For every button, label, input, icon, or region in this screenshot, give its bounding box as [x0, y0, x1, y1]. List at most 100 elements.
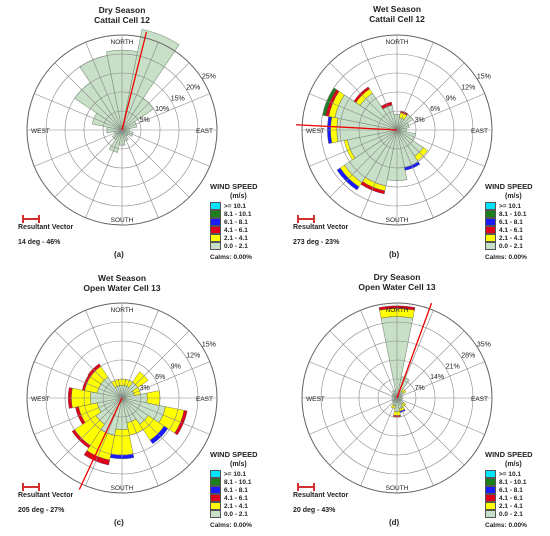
ring-label: 12%: [461, 84, 475, 91]
resultant-vector-line: [121, 31, 148, 131]
legend-swatch: [485, 502, 496, 510]
legend-item: 6.1 - 8.1: [210, 218, 258, 226]
compass-label: WEST: [31, 128, 50, 135]
ring-label: 7%: [415, 385, 425, 392]
compass-label: SOUTH: [111, 217, 134, 224]
legend-item: 2.1 - 4.1: [210, 234, 258, 242]
panel-label: (c): [114, 518, 124, 527]
legend-swatch: [210, 202, 221, 210]
legend-item: 0.0 - 2.1: [210, 510, 258, 518]
grid-spoke: [396, 397, 434, 486]
compass-label: NORTH: [111, 39, 134, 46]
legend-label: 2.1 - 4.1: [224, 502, 248, 510]
ring-label: 14%: [430, 374, 444, 381]
grid-spoke: [360, 397, 398, 486]
legend-item: 2.1 - 4.1: [210, 502, 258, 510]
ring-label: 5%: [140, 117, 150, 124]
legend-item: 4.1 - 6.1: [485, 494, 533, 502]
grid-spoke: [396, 330, 465, 399]
resultant-key: Resultant Vector 273 deg - 23%: [293, 215, 348, 246]
resultant-key-line: [297, 483, 315, 491]
petal-speed-band: [83, 450, 110, 466]
legend-label: 2.1 - 4.1: [224, 234, 248, 242]
legend-label: 6.1 - 8.1: [224, 486, 248, 494]
ring-label: 10%: [155, 106, 169, 113]
legend-swatch: [210, 494, 221, 502]
legend-swatch: [485, 218, 496, 226]
chart-title: Dry Season Cattail Cell 12: [32, 5, 212, 25]
legend-swatch: [485, 478, 496, 486]
legend-item: 2.1 - 4.1: [485, 234, 533, 242]
wind-speed-legend: WIND SPEED (m/s) >= 10.1 8.1 - 10.1 6.1 - 8.…: [210, 182, 258, 261]
ring-label: 9%: [171, 363, 181, 370]
wind-rose-panel-3: Dry Season Open Water Cell 13 7% 14% 21% 28% 3…: [275, 268, 550, 536]
legend-swatch: [485, 234, 496, 242]
ring-label: 12%: [186, 352, 200, 359]
ring-label: 21%: [446, 363, 460, 370]
wind-speed-legend: WIND SPEED (m/s) >= 10.1 8.1 - 10.1 6.1 - 8.…: [485, 450, 533, 529]
compass-label: EAST: [471, 396, 488, 403]
legend-swatch: [210, 510, 221, 518]
grid-spoke: [121, 310, 159, 399]
legend-label: >= 10.1: [499, 470, 522, 478]
grid-spoke: [396, 129, 465, 198]
compass-label: NORTH: [111, 307, 134, 314]
legend-swatch: [210, 234, 221, 242]
legend-swatch: [210, 218, 221, 226]
legend-swatch: [485, 470, 496, 478]
wind-rose-svg: 3% 6% 9% 12%15% NORTH EAST SOUTH WEST: [296, 34, 493, 226]
grid-spoke: [34, 93, 123, 131]
grid-spoke: [396, 129, 485, 167]
legend-swatch: [485, 242, 496, 250]
legend-label: >= 10.1: [499, 202, 522, 210]
legend-swatch: [210, 502, 221, 510]
legend-label: 4.1 - 6.1: [499, 494, 523, 502]
grid-spoke: [396, 129, 434, 218]
legend-label: 6.1 - 8.1: [499, 218, 523, 226]
grid-spoke: [329, 129, 398, 198]
resultant-key: Resultant Vector 20 deg - 43%: [293, 483, 348, 514]
legend-title: WIND SPEED: [210, 182, 258, 191]
legend-label: 4.1 - 6.1: [224, 226, 248, 234]
ring-label: 20%: [186, 84, 200, 91]
chart-title-line: Wet Season: [372, 4, 422, 14]
compass-label: EAST: [196, 128, 213, 135]
chart-title: Dry Season Open Water Cell 13: [307, 272, 487, 292]
ring-label: 6%: [155, 374, 165, 381]
wind-rose-panel-2: Wet Season Open Water Cell 13 3% 6% 9% 12% 15%…: [0, 268, 275, 536]
grid-spoke: [121, 330, 190, 399]
grid-spoke: [329, 62, 398, 131]
legend-item: 4.1 - 6.1: [485, 226, 533, 234]
resultant-value: 205 deg - 27%: [18, 507, 65, 514]
resultant-label: Resultant Vector: [18, 224, 74, 231]
grid-spoke: [121, 129, 210, 167]
ring-label: 3%: [415, 117, 425, 124]
ring-label: 28%: [461, 352, 475, 359]
legend-label: 4.1 - 6.1: [499, 226, 523, 234]
legend-item: 6.1 - 8.1: [485, 486, 533, 494]
ring-label: 15%: [202, 342, 216, 349]
grid-spoke: [34, 129, 123, 167]
ring-label: 9%: [446, 95, 456, 102]
wind-rose-svg: 3% 6% 9% 12%15% NORTH EAST SOUTH WEST: [26, 302, 218, 494]
grid-spoke: [396, 42, 434, 131]
chart-title-line: Open Water Cell 13: [83, 283, 161, 293]
legend-swatch: [485, 210, 496, 218]
ring-label: 15%: [477, 74, 491, 81]
compass-label: NORTH: [386, 307, 409, 314]
grid-spoke: [85, 310, 123, 399]
legend-item: 6.1 - 8.1: [210, 486, 258, 494]
wind-rose-panel-0: Dry Season Cattail Cell 12 5% 10% 15% 20% 25% N…: [0, 0, 275, 268]
legend-item: 8.1 - 10.1: [210, 210, 258, 218]
legend-item: 4.1 - 6.1: [210, 494, 258, 502]
resultant-value: 14 deg - 46%: [18, 239, 61, 246]
legend-label: 0.0 - 2.1: [499, 242, 523, 250]
grid-spoke: [54, 397, 123, 466]
legend-label: 8.1 - 10.1: [499, 210, 527, 218]
chart-title: Wet Season Cattail Cell 12: [307, 4, 487, 24]
grid-spoke: [121, 397, 159, 486]
grid-spoke: [329, 397, 398, 466]
legend-swatch: [210, 478, 221, 486]
legend-label: 0.0 - 2.1: [224, 510, 248, 518]
